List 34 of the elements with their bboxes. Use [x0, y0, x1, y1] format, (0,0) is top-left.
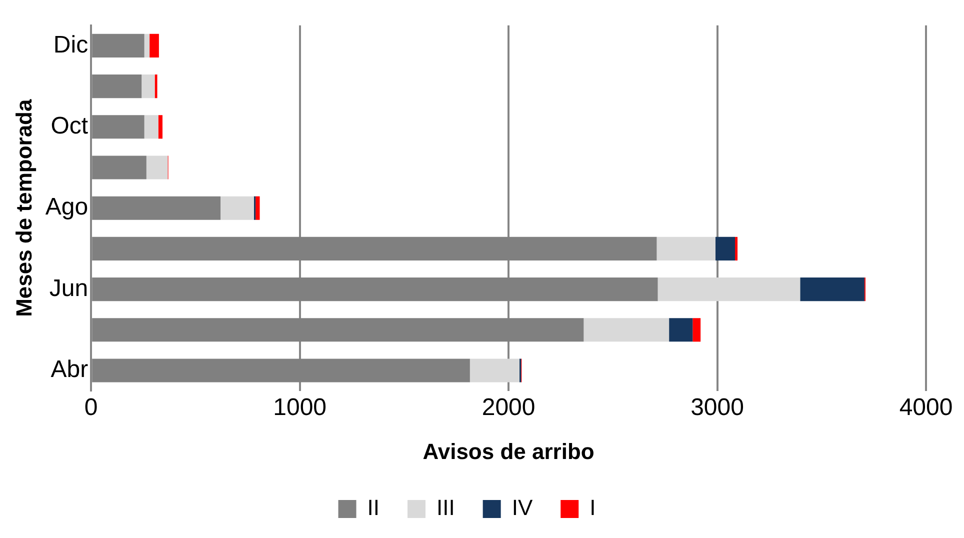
- y-tick-label: Abr: [50, 356, 88, 384]
- legend-label: III: [436, 495, 455, 520]
- bar: [470, 358, 520, 382]
- x-tick-label: 4000: [899, 394, 953, 421]
- legend-label: II: [367, 495, 380, 520]
- bar: [144, 115, 158, 139]
- legend-label: IV: [512, 495, 533, 520]
- x-tick-label: 2000: [482, 394, 536, 421]
- bar: [800, 278, 864, 302]
- x-tick-label: 1000: [273, 394, 327, 421]
- bar: [154, 74, 158, 98]
- y-tick-label: Ago: [45, 194, 88, 221]
- x-tick-label: 0: [84, 394, 98, 421]
- y-tick-label: Oct: [50, 112, 88, 140]
- bar: [658, 278, 800, 302]
- bar: [150, 34, 159, 58]
- y-tick-label: Dic: [53, 31, 88, 58]
- y-tick-label: Jun: [49, 274, 88, 302]
- bar: [144, 34, 150, 58]
- legend-label: I: [590, 495, 596, 520]
- bar: [656, 236, 716, 260]
- bar: [669, 318, 693, 342]
- bar: [584, 318, 670, 342]
- x-axis-title: Avisos de arribo: [422, 438, 594, 464]
- bar: [715, 236, 736, 260]
- bar: [158, 115, 162, 139]
- bar: [220, 196, 254, 220]
- bar: [256, 196, 260, 220]
- y-axis-title: Meses de temporada: [11, 98, 36, 317]
- bar: [692, 318, 701, 342]
- bar: [146, 156, 168, 180]
- bar: [735, 236, 738, 260]
- x-tick-label: 3000: [690, 394, 744, 421]
- bar: [142, 74, 155, 98]
